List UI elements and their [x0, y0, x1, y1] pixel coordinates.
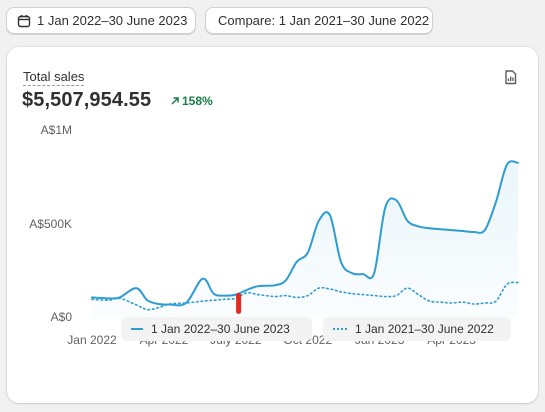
export-icon — [504, 69, 516, 84]
y-tick-label: A$0 — [50, 310, 72, 324]
calendar-icon — [17, 14, 31, 27]
solid-line-swatch — [131, 328, 143, 330]
series-area-fill — [92, 161, 518, 318]
legend-item-comparison[interactable]: 1 Jan 2021–30 June 2022 — [323, 317, 511, 341]
dotted-line-swatch — [333, 328, 347, 330]
legend-item-current[interactable]: 1 Jan 2022–30 June 2023 — [121, 317, 312, 341]
compare-button[interactable]: Compare: 1 Jan 2021–30 June 2022 — [205, 7, 433, 34]
legend-label-comparison: 1 Jan 2021–30 June 2022 — [355, 322, 494, 336]
date-range-label: 1 Jan 2022–30 June 2023 — [37, 13, 188, 28]
cursor-marker[interactable] — [236, 293, 242, 314]
legend-label-current: 1 Jan 2022–30 June 2023 — [151, 322, 290, 336]
card-title[interactable]: Total sales — [23, 69, 85, 86]
y-tick-label: A$1M — [40, 123, 72, 137]
series-line-comparison[interactable] — [91, 281, 519, 311]
y-tick-label: A$500K — [29, 216, 72, 231]
change-badge: 158% — [170, 94, 213, 108]
date-range-button[interactable]: 1 Jan 2022–30 June 2023 — [6, 7, 196, 34]
x-tick-label: Jan 2022 — [67, 333, 117, 347]
total-sales-value: $5,507,954.55 — [22, 89, 152, 111]
arrow-up-right-icon — [171, 97, 179, 105]
total-sales-card: Total sales $5,507,954.55 158% — [7, 47, 538, 403]
export-button[interactable] — [500, 67, 520, 87]
compare-label: Compare: 1 Jan 2021–30 June 2022 — [218, 13, 430, 28]
change-value: 158% — [182, 94, 213, 108]
